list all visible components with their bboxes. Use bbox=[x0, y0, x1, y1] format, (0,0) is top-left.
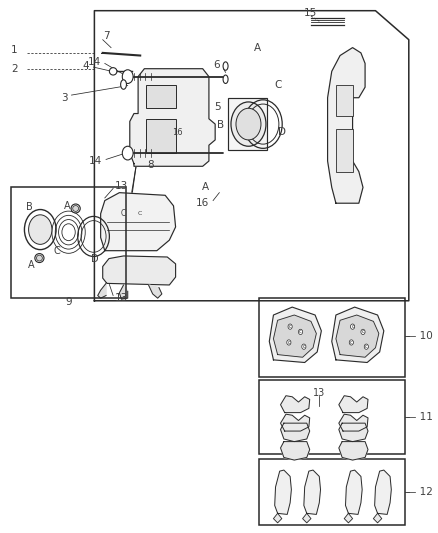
Text: c: c bbox=[362, 329, 364, 334]
Text: 16: 16 bbox=[196, 198, 209, 208]
Circle shape bbox=[361, 329, 365, 335]
Text: c: c bbox=[288, 340, 290, 345]
Circle shape bbox=[350, 324, 355, 329]
Polygon shape bbox=[374, 513, 382, 523]
Text: 13: 13 bbox=[114, 293, 127, 303]
Polygon shape bbox=[339, 414, 368, 431]
Text: D: D bbox=[278, 127, 286, 137]
Polygon shape bbox=[346, 470, 362, 514]
Text: D: D bbox=[92, 254, 99, 264]
Text: A: A bbox=[28, 260, 35, 270]
Text: c: c bbox=[351, 324, 354, 329]
Bar bbox=[259, 459, 405, 525]
Circle shape bbox=[236, 108, 261, 140]
Bar bbox=[259, 380, 405, 454]
Bar bbox=[228, 98, 267, 150]
Polygon shape bbox=[98, 284, 106, 298]
Polygon shape bbox=[273, 315, 316, 357]
Polygon shape bbox=[336, 315, 379, 357]
Text: 4: 4 bbox=[83, 61, 89, 71]
Bar bbox=[336, 130, 353, 172]
Circle shape bbox=[349, 340, 353, 345]
Circle shape bbox=[28, 215, 52, 244]
Text: 13: 13 bbox=[114, 181, 127, 191]
Ellipse shape bbox=[36, 255, 42, 261]
Polygon shape bbox=[103, 256, 176, 285]
Polygon shape bbox=[275, 470, 291, 514]
Circle shape bbox=[122, 70, 133, 84]
Polygon shape bbox=[130, 69, 215, 166]
Polygon shape bbox=[339, 423, 368, 442]
Text: 16: 16 bbox=[173, 127, 183, 136]
Text: C: C bbox=[274, 79, 281, 90]
Text: 7: 7 bbox=[103, 31, 110, 41]
Text: c: c bbox=[289, 324, 291, 329]
Polygon shape bbox=[339, 442, 368, 460]
Bar bbox=[336, 85, 353, 116]
Circle shape bbox=[231, 102, 266, 146]
Text: A: A bbox=[64, 201, 71, 211]
Text: 1: 1 bbox=[11, 45, 18, 55]
Ellipse shape bbox=[223, 62, 228, 70]
Text: 9: 9 bbox=[65, 297, 72, 308]
Circle shape bbox=[287, 340, 291, 345]
Polygon shape bbox=[374, 470, 391, 514]
Polygon shape bbox=[273, 513, 282, 523]
Polygon shape bbox=[280, 442, 310, 460]
Polygon shape bbox=[344, 513, 353, 523]
Text: C: C bbox=[138, 211, 142, 216]
Polygon shape bbox=[120, 285, 128, 299]
Circle shape bbox=[288, 324, 292, 329]
Text: c: c bbox=[299, 329, 302, 334]
Polygon shape bbox=[280, 395, 310, 413]
Ellipse shape bbox=[71, 204, 80, 213]
Polygon shape bbox=[101, 192, 176, 251]
Text: 13: 13 bbox=[313, 388, 325, 398]
Text: C: C bbox=[53, 246, 60, 256]
Text: 14: 14 bbox=[88, 156, 102, 166]
Ellipse shape bbox=[73, 206, 78, 212]
Circle shape bbox=[302, 344, 306, 349]
Text: c: c bbox=[350, 340, 353, 345]
Text: — 11: — 11 bbox=[406, 412, 433, 422]
Text: 15: 15 bbox=[304, 9, 318, 18]
Text: 14: 14 bbox=[88, 57, 101, 67]
Polygon shape bbox=[148, 285, 162, 298]
Text: 8: 8 bbox=[147, 160, 154, 170]
Text: C: C bbox=[121, 209, 126, 218]
Text: A: A bbox=[254, 43, 261, 53]
Polygon shape bbox=[328, 47, 365, 203]
Text: B: B bbox=[26, 203, 32, 213]
Circle shape bbox=[122, 146, 133, 160]
Text: — 12: — 12 bbox=[406, 487, 433, 497]
Text: — 10: — 10 bbox=[406, 331, 433, 341]
Bar bbox=[146, 85, 176, 108]
Text: c: c bbox=[303, 344, 305, 349]
Polygon shape bbox=[280, 423, 310, 442]
Polygon shape bbox=[303, 513, 311, 523]
Ellipse shape bbox=[120, 80, 127, 90]
Text: A: A bbox=[202, 182, 209, 192]
Polygon shape bbox=[332, 307, 384, 362]
Text: c: c bbox=[365, 344, 367, 349]
Ellipse shape bbox=[110, 68, 117, 75]
Text: 3: 3 bbox=[61, 93, 67, 103]
Text: 5: 5 bbox=[214, 102, 221, 112]
Text: 6: 6 bbox=[214, 60, 220, 70]
Text: 2: 2 bbox=[11, 64, 18, 74]
Circle shape bbox=[364, 344, 368, 349]
Bar bbox=[259, 298, 405, 377]
Polygon shape bbox=[269, 307, 321, 362]
Circle shape bbox=[298, 329, 303, 335]
Polygon shape bbox=[339, 395, 368, 413]
Ellipse shape bbox=[223, 75, 228, 84]
Text: B: B bbox=[217, 120, 224, 130]
Polygon shape bbox=[304, 470, 321, 514]
Bar bbox=[146, 119, 176, 153]
Bar bbox=[11, 188, 126, 298]
Polygon shape bbox=[280, 414, 310, 431]
Ellipse shape bbox=[35, 254, 44, 263]
